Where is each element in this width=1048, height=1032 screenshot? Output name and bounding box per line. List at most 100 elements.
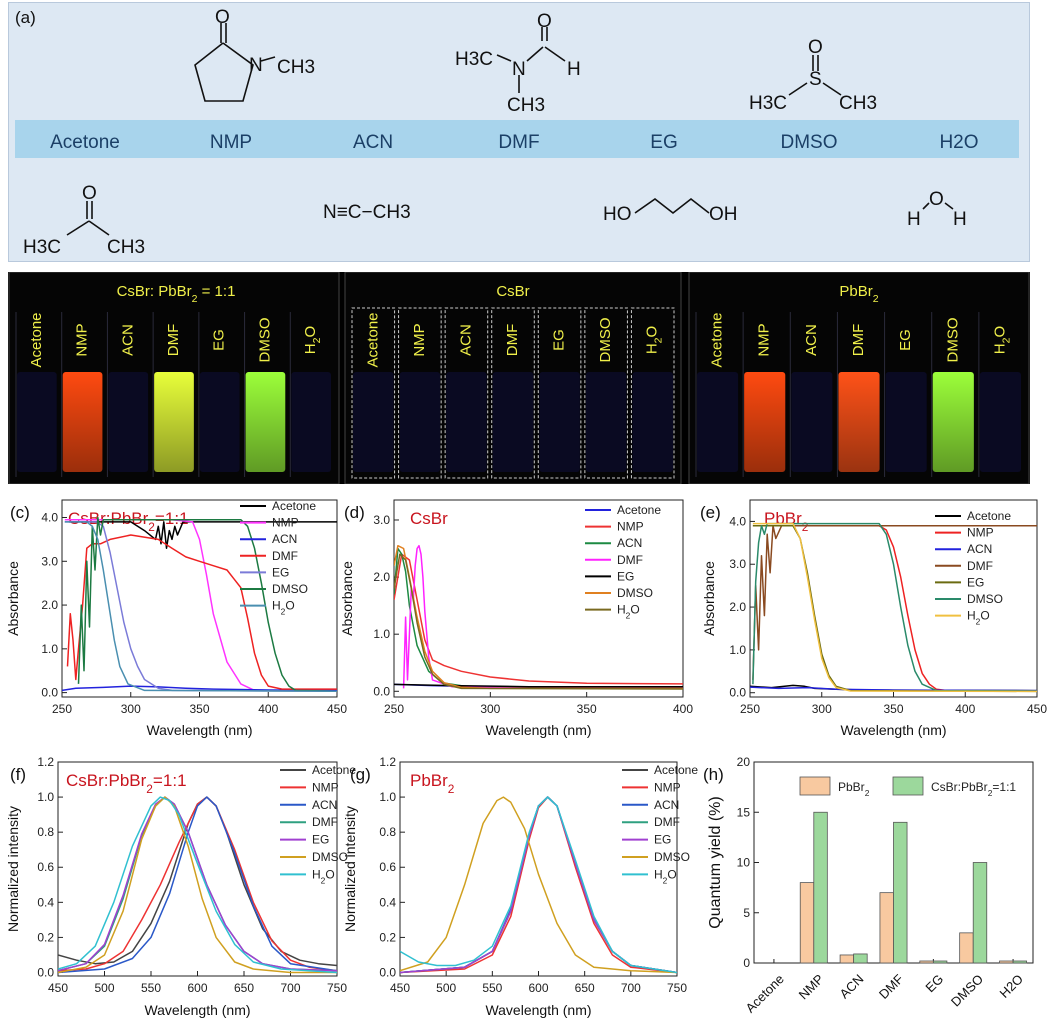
series-line-dmso: [77, 516, 337, 693]
water-h1: H: [907, 209, 921, 230]
x-tick-label: 300: [121, 702, 141, 716]
vial-liquid: [291, 372, 331, 472]
series-line-acn: [394, 547, 683, 690]
acn-structure: N≡C−CH3: [323, 202, 411, 223]
x-tick-label: 400: [955, 702, 975, 716]
acetone-o: O: [82, 183, 97, 204]
vial-liquid: [979, 372, 1021, 472]
vial-label: DMF: [850, 324, 867, 357]
bar-acn-0: [839, 954, 855, 964]
vial-label: EG: [897, 329, 914, 351]
chart-panel-g: (g) 0.0 0.2 0.4 0.6 0.8 1.0 1.2 Normalized inten…: [342, 755, 698, 1018]
y-axis-label: Absorbance: [701, 561, 717, 636]
x-tick-label: Acetone: [742, 971, 786, 1015]
vial-label: ACN: [803, 324, 820, 356]
series-line-nmp: [400, 796, 677, 974]
x-axis-label: Wavelength (nm): [144, 1002, 250, 1018]
dmso-s: S: [809, 69, 822, 90]
solvent-label-eg: EG: [650, 132, 677, 153]
solvent-band: [15, 120, 1019, 158]
y-tick-label: 0.6: [379, 860, 396, 874]
vial-outline: [537, 307, 582, 479]
y-axis-label: Absorbance: [339, 561, 355, 636]
legend-label: PbBr2: [838, 780, 870, 798]
eg-oh: OH: [709, 204, 738, 225]
legend-label: CsBr:PbBr2=1:1: [931, 780, 1016, 798]
x-axis-label: Wavelength (nm): [485, 1002, 591, 1018]
vial-label: DMSO: [597, 318, 614, 363]
y-tick-label: 1.2: [379, 755, 396, 769]
y-tick-label: 0.8: [37, 825, 54, 839]
x-tick-label: ACN: [837, 971, 867, 1001]
legend-label: NMP: [967, 526, 994, 540]
y-tick-label: 2.0: [373, 570, 390, 584]
x-tick-label: DMF: [876, 971, 907, 1002]
vial-liquid: [399, 372, 441, 472]
vial-label: ACN: [119, 324, 136, 356]
y-tick-label: 0.4: [379, 895, 396, 909]
y-tick-label: 3.0: [373, 513, 390, 527]
series-line-acetone: [68, 521, 337, 549]
solvent-label-acetone: Acetone: [50, 132, 120, 153]
vial-outline: [630, 307, 675, 479]
vial-label: Acetone: [28, 312, 45, 367]
y-tick-label: 0.0: [373, 684, 390, 698]
y-tick-label: 0.2: [379, 930, 396, 944]
series-line-dmso: [58, 796, 337, 974]
series-line-dmf: [402, 544, 683, 689]
series-line-eg: [58, 796, 337, 972]
vial-liquid: [885, 372, 927, 472]
water-structure: [922, 202, 954, 210]
y-tick-label: 1.0: [37, 790, 54, 804]
y-tick-label: 0.0: [37, 965, 54, 979]
x-tick-label: 500: [436, 981, 456, 995]
water-o: O: [929, 189, 944, 210]
eg-ho: HO: [603, 204, 632, 225]
legend: Acetone NMP ACN DMF EG DMSO H2O: [240, 499, 316, 617]
series-line-dmso: [394, 544, 683, 690]
legend-label: DMF: [654, 815, 680, 829]
series-line-dmf: [58, 796, 337, 972]
legend-label: DMF: [967, 559, 993, 573]
vial-label: NMP: [411, 323, 428, 356]
legend: Acetone NMP ACN DMF EG DMSO H2O: [585, 503, 661, 621]
vial-outline: [351, 307, 396, 479]
legend-label: ACN: [967, 542, 992, 556]
panel-a-structures: (a) Acetone NMP ACN DMF EG DMSO H2O O N …: [8, 2, 1030, 262]
chart-panel-d: (d) 0.0 1.0 2.0 3.0 Absorbance 250 300 350 400 Wav…: [339, 499, 693, 738]
vial-group-title: CsBr: PbBr2 = 1:1: [117, 283, 236, 305]
solvent-label-dmf: DMF: [498, 132, 539, 153]
dmso-structure: [788, 55, 842, 96]
eg-structure: [634, 197, 710, 215]
legend-label: EG: [272, 565, 289, 579]
x-tick-label: 300: [812, 702, 832, 716]
y-tick-label: 20: [737, 755, 751, 769]
y-tick-label: 1.0: [379, 790, 396, 804]
vial-glow: [838, 372, 880, 472]
vial-label: ACN: [457, 324, 474, 356]
chart-panel-f: (f) 0.0 0.2 0.4 0.6 0.8 1.0 1.2 Normalized inten…: [5, 755, 356, 1018]
plot-frame: [61, 499, 338, 698]
panel-label: (d): [344, 503, 365, 522]
y-axis-label: Normalized intensity: [5, 806, 21, 932]
vial-group-title: CsBr: [496, 283, 529, 300]
legend-label: EG: [312, 833, 329, 847]
bar-dmso-1: [972, 862, 988, 964]
x-tick-label: 450: [390, 981, 410, 995]
x-axis-label: Wavelength (nm): [146, 722, 252, 738]
y-tick-label: 1.2: [37, 755, 54, 769]
panel-b-photo: (b)CsBr: PbBr2 = 1:1AcetoneNMPACNDMFEGDM…: [8, 272, 1030, 484]
x-tick-label: DMSO: [948, 971, 986, 1009]
series-line-acetone: [750, 684, 1037, 692]
y-tick-label: 1.0: [41, 642, 58, 656]
vial-group-0: CsBr: PbBr2 = 1:1 Acetone NMP ACN DMF EG DMSO H…: [8, 272, 340, 484]
series-line-nmp: [394, 553, 683, 685]
legend-label: Acetone: [617, 503, 661, 517]
solvent-label-dmso: DMSO: [781, 132, 838, 153]
bar-nmp-0: [799, 882, 815, 964]
vial-liquid: [791, 372, 833, 472]
x-tick-label: 350: [883, 702, 903, 716]
chart-title: CsBr:PbBr2=1:1: [66, 771, 187, 796]
y-tick-label: 1.0: [729, 643, 746, 657]
vial-group-title: PbBr2: [839, 283, 878, 305]
